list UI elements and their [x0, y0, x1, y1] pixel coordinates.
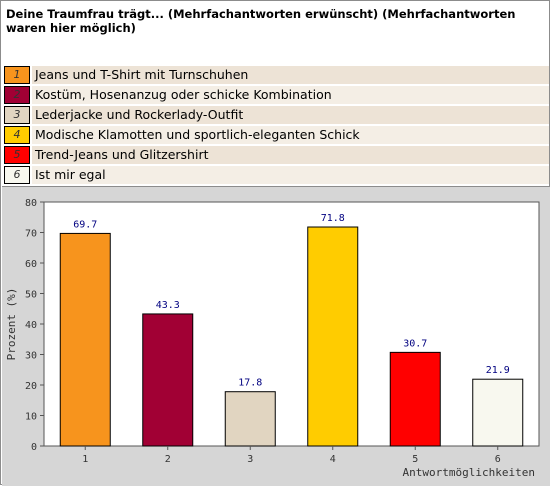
bar-value-label: 21.9 [486, 365, 510, 376]
x-tick-label: 1 [82, 454, 88, 465]
bar-value-label: 30.7 [403, 338, 427, 349]
chart-area: 0 10 20 30 40 50 60 70 80 69.7 43.3 17.8 71.8 30.7 21… [2, 186, 550, 486]
bar [59, 232, 111, 447]
legend-label: Lederjacke und Rockerlady-Outfit [35, 107, 244, 122]
y-tick-label: 40 [25, 320, 37, 331]
legend-label: Trend-Jeans und Glitzershirt [35, 147, 209, 162]
y-axis: 0 10 20 30 40 50 60 70 80 [25, 198, 44, 453]
x-tick-label: 2 [165, 454, 171, 465]
legend-row-background [32, 126, 549, 144]
y-tick-label: 20 [25, 381, 37, 392]
bar-value-label: 43.3 [156, 300, 180, 311]
legend-swatch: 5 [4, 146, 30, 164]
x-tick-label: 5 [412, 454, 418, 465]
legend: 1 Jeans und T-Shirt mit Turnschuhen 2 Kostü… [4, 65, 549, 185]
bar [389, 351, 441, 447]
legend-swatch: 2 [4, 86, 30, 104]
legend-row-background [32, 106, 549, 124]
legend-item: 4 Modische Klamotten und sportlich-elegan… [4, 125, 549, 145]
bar [224, 391, 276, 447]
legend-swatch: 6 [4, 166, 30, 184]
y-tick-label: 30 [25, 351, 37, 362]
legend-item: 2 Kostüm, Hosenanzug oder schicke Kombina… [4, 85, 549, 105]
legend-label: Jeans und T-Shirt mit Turnschuhen [35, 67, 249, 82]
plot-background [43, 201, 540, 447]
y-tick-label: 10 [25, 412, 37, 423]
y-axis-title: Prozent (%) [5, 288, 18, 361]
y-tick-label: 80 [25, 198, 37, 209]
legend-label: Ist mir egal [35, 167, 106, 182]
bar [142, 313, 194, 447]
y-tick-label: 50 [25, 290, 37, 301]
bar [307, 226, 359, 447]
y-tick-label: 0 [31, 442, 37, 453]
bar [472, 378, 524, 447]
y-tick-label: 60 [25, 259, 37, 270]
legend-swatch: 1 [4, 66, 30, 84]
x-tick-label: 3 [247, 454, 253, 465]
x-tick-label: 6 [495, 454, 501, 465]
bar-value-label: 17.8 [238, 378, 262, 389]
x-axis-title: Antwortmöglichkeiten [403, 466, 535, 479]
legend-label: Modische Klamotten und sportlich-elegant… [35, 127, 360, 142]
bar-value-label: 71.8 [321, 213, 345, 224]
x-axis: 1 2 3 4 5 6 [82, 446, 501, 465]
legend-item: 6 Ist mir egal [4, 165, 549, 185]
bars: 69.7 43.3 17.8 71.8 30.7 21.9 [59, 213, 524, 447]
legend-row-background [32, 86, 549, 104]
legend-swatch: 3 [4, 106, 30, 124]
legend-item: 1 Jeans und T-Shirt mit Turnschuhen [4, 65, 549, 85]
legend-item: 3 Lederjacke und Rockerlady-Outfit [4, 105, 549, 125]
legend-row-background [32, 146, 549, 164]
legend-label: Kostüm, Hosenanzug oder schicke Kombinat… [35, 87, 332, 102]
legend-item: 5 Trend-Jeans und Glitzershirt [4, 145, 549, 165]
bar-value-label: 69.7 [73, 219, 97, 230]
y-tick-label: 70 [25, 229, 37, 240]
question-title: Deine Traumfrau trägt... (Mehrfachantwor… [6, 7, 516, 35]
x-tick-label: 4 [330, 454, 336, 465]
legend-row-background [32, 66, 549, 84]
legend-row-background [32, 166, 549, 184]
legend-swatch: 4 [4, 126, 30, 144]
